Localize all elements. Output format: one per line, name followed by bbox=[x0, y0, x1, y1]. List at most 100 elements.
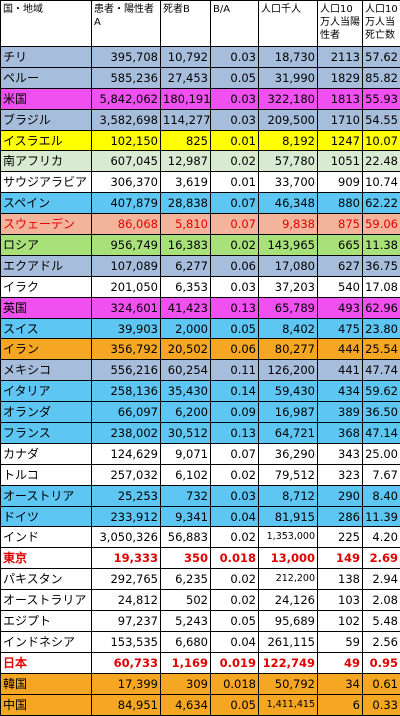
cell-region: インドネシア bbox=[1, 631, 92, 652]
cell-ratio: 0.03 bbox=[211, 276, 259, 297]
header-cases: 患者・陽性者A bbox=[92, 1, 161, 47]
cell-deaths: 6,680 bbox=[161, 631, 211, 652]
cell-region: 中国 bbox=[1, 694, 92, 715]
cell-deaths-per-100k: 36.50 bbox=[363, 402, 400, 423]
cell-deaths-per-100k: 10.07 bbox=[363, 130, 400, 151]
cell-ratio: 0.05 bbox=[211, 694, 259, 715]
cell-deaths: 6,235 bbox=[161, 569, 211, 590]
cell-cases: 258,136 bbox=[92, 381, 161, 402]
cell-ratio: 0.04 bbox=[211, 631, 259, 652]
cell-region: スウェーデン bbox=[1, 214, 92, 235]
cell-positives-per-100k: 286 bbox=[318, 506, 363, 527]
cell-population: 31,990 bbox=[259, 67, 318, 88]
cell-region: 東京 bbox=[1, 548, 92, 569]
cell-region: カナダ bbox=[1, 443, 92, 464]
cell-deaths-per-100k: 25.54 bbox=[363, 339, 400, 360]
cell-positives-per-100k: 290 bbox=[318, 485, 363, 506]
cell-positives-per-100k: 627 bbox=[318, 255, 363, 276]
cell-population: 65,789 bbox=[259, 297, 318, 318]
cell-deaths-per-100k: 55.93 bbox=[363, 88, 400, 109]
cell-deaths-per-100k: 0.61 bbox=[363, 673, 400, 694]
cell-ratio: 0.07 bbox=[211, 214, 259, 235]
cell-population: 126,200 bbox=[259, 360, 318, 381]
header-ratio: B/A bbox=[211, 1, 259, 47]
cell-deaths-per-100k: 47.14 bbox=[363, 423, 400, 444]
cell-cases: 17,399 bbox=[92, 673, 161, 694]
cell-population: 36,290 bbox=[259, 443, 318, 464]
cell-cases: 607,045 bbox=[92, 151, 161, 172]
cell-cases: 66,097 bbox=[92, 402, 161, 423]
cell-ratio: 0.02 bbox=[211, 464, 259, 485]
cell-deaths-per-100k: 2.56 bbox=[363, 631, 400, 652]
cell-cases: 24,812 bbox=[92, 590, 161, 611]
cell-cases: 107,089 bbox=[92, 255, 161, 276]
data-sheet: 国・地域 患者・陽性者A 死者B B/A 人口千人 人口10万人当陽性者 人口1… bbox=[0, 0, 400, 688]
cell-population: 64,721 bbox=[259, 423, 318, 444]
cell-population: 8,402 bbox=[259, 318, 318, 339]
cell-ratio: 0.04 bbox=[211, 506, 259, 527]
cell-positives-per-100k: 1813 bbox=[318, 88, 363, 109]
cell-region: イスラエル bbox=[1, 130, 92, 151]
cell-deaths-per-100k: 59.06 bbox=[363, 214, 400, 235]
cell-region: オランダ bbox=[1, 402, 92, 423]
cell-region: サウジアラビア bbox=[1, 172, 92, 193]
cell-ratio: 0.03 bbox=[211, 88, 259, 109]
cell-population: 1,411,415 bbox=[259, 694, 318, 715]
cell-positives-per-100k: 665 bbox=[318, 235, 363, 256]
cell-deaths: 6,277 bbox=[161, 255, 211, 276]
cell-ratio: 0.02 bbox=[211, 151, 259, 172]
cell-region: ペルー bbox=[1, 67, 92, 88]
cell-positives-per-100k: 1051 bbox=[318, 151, 363, 172]
cell-deaths-per-100k: 11.38 bbox=[363, 235, 400, 256]
cell-cases: 257,032 bbox=[92, 464, 161, 485]
cell-region: イラン bbox=[1, 339, 92, 360]
cell-deaths: 1,169 bbox=[161, 652, 211, 673]
cell-population: 17,080 bbox=[259, 255, 318, 276]
cell-region: オーストリア bbox=[1, 485, 92, 506]
cell-ratio: 0.03 bbox=[211, 109, 259, 130]
cell-ratio: 0.018 bbox=[211, 673, 259, 694]
cell-population: 33,700 bbox=[259, 172, 318, 193]
header-row: 国・地域 患者・陽性者A 死者B B/A 人口千人 人口10万人当陽性者 人口1… bbox=[1, 1, 400, 47]
cell-positives-per-100k: 389 bbox=[318, 402, 363, 423]
cell-ratio: 0.02 bbox=[211, 235, 259, 256]
cell-population: 261,115 bbox=[259, 631, 318, 652]
cell-ratio: 0.09 bbox=[211, 402, 259, 423]
cell-positives-per-100k: 49 bbox=[318, 652, 363, 673]
header-deaths-per-100k: 人口10万人当死亡数 bbox=[363, 1, 400, 47]
cell-region: 日本 bbox=[1, 652, 92, 673]
cell-region: ロシア bbox=[1, 235, 92, 256]
cell-ratio: 0.14 bbox=[211, 381, 259, 402]
cell-region: ドイツ bbox=[1, 506, 92, 527]
cell-population: 79,512 bbox=[259, 464, 318, 485]
cell-population: 16,987 bbox=[259, 402, 318, 423]
cell-deaths: 6,353 bbox=[161, 276, 211, 297]
cell-ratio: 0.03 bbox=[211, 485, 259, 506]
cell-deaths: 30,512 bbox=[161, 423, 211, 444]
cell-positives-per-100k: 880 bbox=[318, 193, 363, 214]
cell-cases: 585,236 bbox=[92, 67, 161, 88]
cell-deaths: 9,071 bbox=[161, 443, 211, 464]
cell-positives-per-100k: 493 bbox=[318, 297, 363, 318]
cell-deaths: 28,838 bbox=[161, 193, 211, 214]
cell-ratio: 0.06 bbox=[211, 339, 259, 360]
cell-ratio: 0.06 bbox=[211, 255, 259, 276]
cell-population: 18,730 bbox=[259, 47, 318, 68]
cell-region: ブラジル bbox=[1, 109, 92, 130]
cell-cases: 60,733 bbox=[92, 652, 161, 673]
cell-cases: 238,002 bbox=[92, 423, 161, 444]
cell-deaths: 309 bbox=[161, 673, 211, 694]
cell-ratio: 0.018 bbox=[211, 548, 259, 569]
